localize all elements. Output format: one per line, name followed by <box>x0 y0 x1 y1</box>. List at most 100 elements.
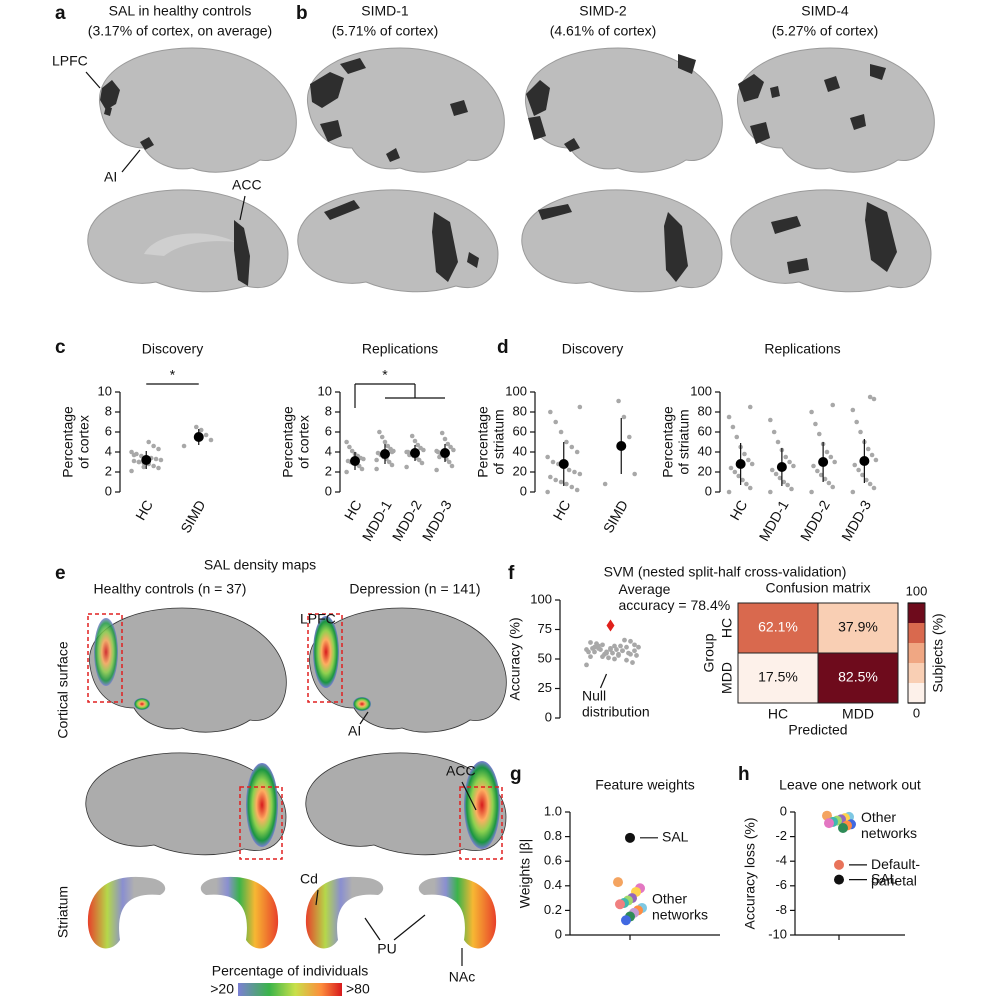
data-point <box>791 463 796 469</box>
panel-label: h <box>738 764 750 785</box>
roi-box <box>239 786 283 860</box>
data-point <box>852 462 858 468</box>
data-point <box>151 463 156 469</box>
data-point <box>818 472 824 478</box>
data-point <box>545 454 550 460</box>
chart-title: Confusion matrix <box>765 580 870 596</box>
data-point <box>775 439 781 445</box>
colorbar <box>238 983 342 996</box>
x-tick-label: HC <box>341 497 365 523</box>
panel-label: e <box>55 563 66 584</box>
x-tick-label: HC <box>726 497 750 523</box>
data-point <box>344 469 349 475</box>
panel-title: SIMD-4 <box>801 3 849 19</box>
y-tick-label: 4 <box>325 443 332 458</box>
data-point <box>869 452 875 458</box>
density-blob <box>464 761 500 849</box>
data-point <box>856 467 861 473</box>
data-point <box>374 457 379 463</box>
cell-label: 82.5% <box>838 669 878 685</box>
data-point <box>773 471 779 477</box>
y-tick-label: 8 <box>105 403 112 418</box>
x-tick-label: MDD-3 <box>838 497 874 544</box>
data-point <box>789 486 794 492</box>
y-axis-label: Weights |β| <box>517 839 533 909</box>
data-point <box>830 402 836 408</box>
data-point <box>747 485 753 491</box>
data-point <box>850 407 856 413</box>
cell-label: 17.5% <box>758 669 798 685</box>
panel-label: d <box>497 337 509 358</box>
y-tick-label: 0 <box>555 926 562 941</box>
data-point <box>153 456 159 462</box>
x-tick-label: MDD-3 <box>419 497 455 544</box>
data-point <box>198 427 204 433</box>
network-blob <box>771 202 897 274</box>
y-tick-label: 60 <box>513 423 527 438</box>
y-tick-label: 80 <box>698 403 712 418</box>
chart-title: Leave one network out <box>779 777 921 793</box>
colorbar-step <box>908 663 925 683</box>
data-point <box>553 477 558 483</box>
data-point <box>860 472 865 478</box>
network-blob <box>538 204 688 282</box>
pointer <box>364 917 381 941</box>
y-tick-label: 0 <box>705 483 712 498</box>
column-label: HC <box>768 706 788 722</box>
cortex <box>736 47 935 173</box>
y-tick-label: 75 <box>538 621 552 636</box>
data-point <box>728 465 734 471</box>
data-point <box>828 454 834 460</box>
brain-lateral <box>736 47 935 173</box>
y-tick-label: 0 <box>325 483 332 498</box>
cortex <box>297 189 499 293</box>
x-tick-label: HC <box>132 497 156 523</box>
panel-subtitle: (5.71% of cortex) <box>332 23 439 39</box>
data-point <box>787 459 792 465</box>
null-point <box>588 654 593 660</box>
colorbar-tick-label: 0 <box>913 705 920 720</box>
chart-title: Replications <box>362 341 438 357</box>
data-point <box>769 467 775 473</box>
column-label: MDD <box>842 706 874 722</box>
data-point <box>744 481 749 487</box>
data-point <box>451 447 456 453</box>
data-point <box>548 409 553 415</box>
y-tick-label: -4 <box>775 853 787 868</box>
data-point <box>572 469 577 475</box>
data-point <box>834 874 844 885</box>
y-tick-label: 4 <box>105 443 112 458</box>
data-point <box>194 424 199 430</box>
colorbar-step <box>908 683 925 703</box>
series-label: Default-parietal <box>871 856 920 888</box>
y-tick-label: 10 <box>318 383 332 398</box>
data-point <box>439 430 445 436</box>
region-label: ACC <box>232 177 262 193</box>
data-point <box>404 449 409 455</box>
data-point <box>816 431 822 437</box>
null-point <box>608 645 613 651</box>
y-tick-label: 50 <box>538 650 552 665</box>
x-tick-label: HC <box>550 497 574 523</box>
brain-lateral <box>307 607 507 733</box>
y-tick-label: 40 <box>513 443 527 458</box>
data-point <box>566 467 572 473</box>
panel-label: g <box>510 764 522 785</box>
null-point <box>612 656 617 662</box>
matrix-cell <box>817 652 899 704</box>
region-label: LPFC <box>52 53 88 69</box>
data-point <box>404 464 409 470</box>
network-blob <box>738 64 886 144</box>
panel-subtitle: (3.17% of cortex, on average) <box>88 23 272 39</box>
region-label: NAc <box>449 969 475 985</box>
null-point <box>632 648 637 654</box>
network-blob <box>100 80 120 116</box>
data-point <box>553 419 558 425</box>
data-point <box>871 485 877 491</box>
y-tick-label: 20 <box>513 463 527 478</box>
data-point <box>858 429 863 435</box>
average-point <box>606 619 615 632</box>
null-point <box>618 643 623 649</box>
